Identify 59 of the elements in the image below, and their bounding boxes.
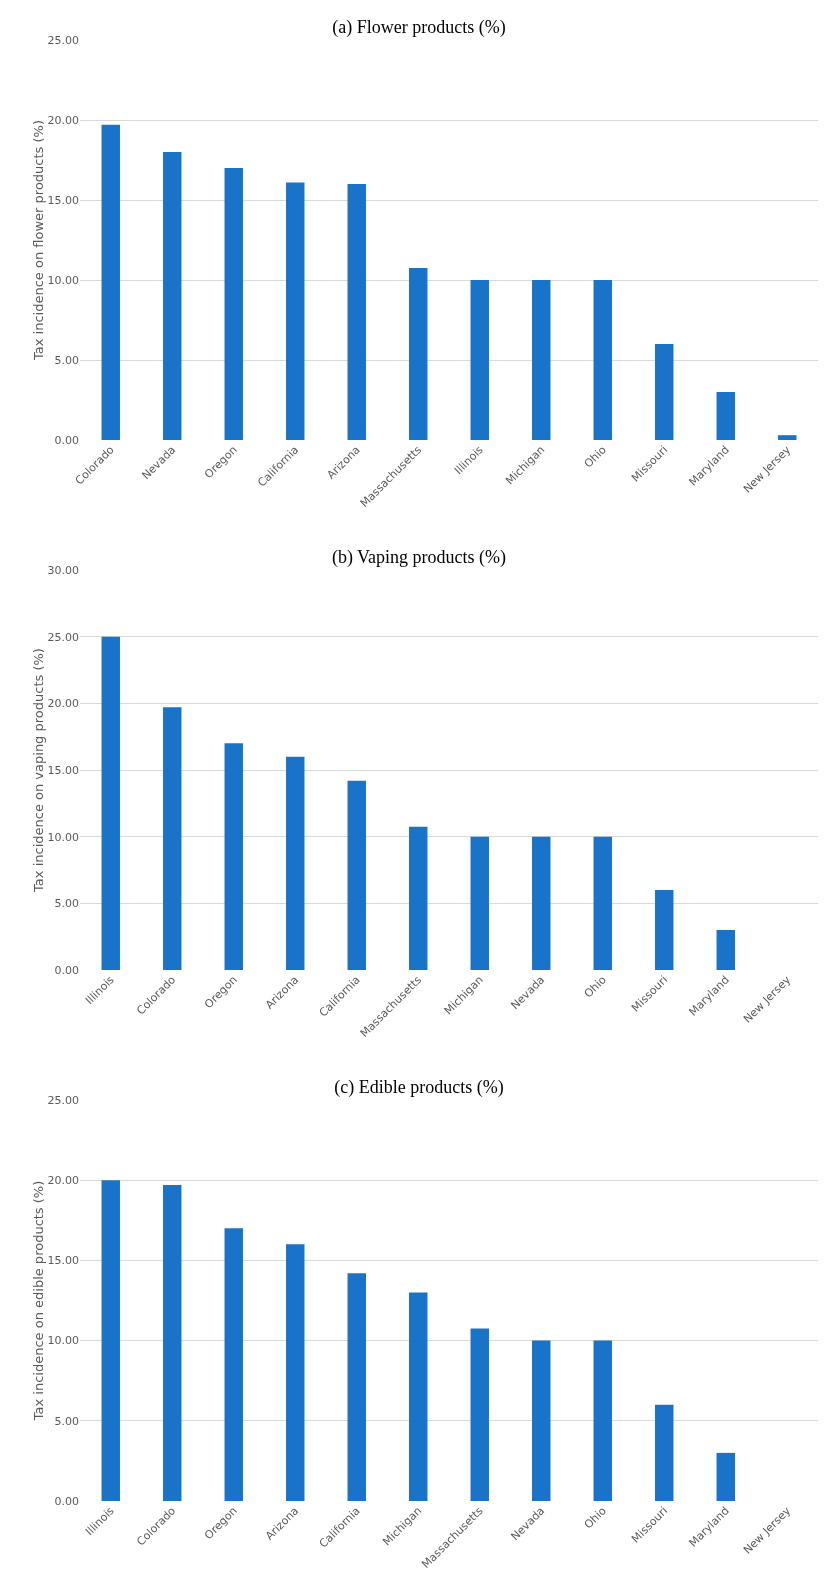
y-tick-label: 0.00 bbox=[54, 963, 79, 977]
bar bbox=[224, 168, 243, 440]
y-tick-label: 20.00 bbox=[47, 113, 79, 127]
y-tick-label: 20.00 bbox=[47, 697, 79, 711]
y-tick-label: 15.00 bbox=[47, 1254, 79, 1268]
bar bbox=[532, 1340, 551, 1501]
chart-title: (b) Vaping products (%) bbox=[331, 546, 507, 568]
bar bbox=[224, 1228, 243, 1501]
bar bbox=[593, 836, 612, 970]
bar bbox=[532, 280, 551, 440]
y-tick-label: 5.00 bbox=[54, 1414, 79, 1428]
bar bbox=[286, 182, 305, 440]
y-tick-label: 5.00 bbox=[54, 897, 79, 911]
bar bbox=[163, 707, 182, 970]
y-tick-label: 30.00 bbox=[47, 563, 79, 577]
bar bbox=[470, 1328, 489, 1501]
y-axis-title: Tax incidence on vaping products (%) bbox=[30, 648, 46, 893]
bar bbox=[286, 1244, 305, 1501]
bar bbox=[101, 1180, 120, 1501]
bar bbox=[716, 930, 735, 970]
bar bbox=[655, 1404, 674, 1501]
y-tick-label: 5.00 bbox=[54, 353, 79, 367]
y-tick-label: 10.00 bbox=[47, 273, 79, 287]
bar bbox=[286, 756, 305, 970]
bar bbox=[716, 1452, 735, 1501]
bar bbox=[593, 1340, 612, 1501]
y-tick-label: 20.00 bbox=[47, 1174, 79, 1188]
bar bbox=[409, 1292, 428, 1501]
y-axis-title: Tax incidence on flower products (%) bbox=[30, 120, 46, 361]
bar bbox=[655, 344, 674, 440]
bar bbox=[347, 780, 366, 970]
bar bbox=[532, 836, 551, 970]
y-tick-label: 25.00 bbox=[47, 33, 79, 47]
bar bbox=[470, 280, 489, 440]
bar bbox=[347, 184, 366, 440]
bar bbox=[778, 435, 797, 440]
y-tick-label: 25.00 bbox=[47, 1093, 79, 1107]
bar bbox=[224, 743, 243, 970]
bar bbox=[409, 826, 428, 970]
y-tick-label: 10.00 bbox=[47, 830, 79, 844]
y-tick-label: 10.00 bbox=[47, 1334, 79, 1348]
chart-title: (a) Flower products (%) bbox=[332, 16, 506, 38]
bar bbox=[470, 836, 489, 970]
bar bbox=[101, 124, 120, 440]
bar bbox=[163, 1185, 182, 1501]
y-axis-title: Tax incidence on edible products (%) bbox=[30, 1180, 46, 1422]
bar bbox=[593, 280, 612, 440]
y-tick-label: 15.00 bbox=[47, 193, 79, 207]
y-tick-label: 0.00 bbox=[54, 433, 79, 447]
bar bbox=[716, 392, 735, 440]
bar bbox=[655, 890, 674, 970]
chart-title: (c) Edible products (%) bbox=[334, 1076, 504, 1098]
y-tick-label: 25.00 bbox=[47, 630, 79, 644]
bar bbox=[163, 152, 182, 440]
bar bbox=[409, 268, 428, 440]
bar bbox=[347, 1273, 366, 1501]
y-tick-label: 15.00 bbox=[47, 763, 79, 777]
bar bbox=[101, 636, 120, 970]
y-tick-label: 0.00 bbox=[54, 1494, 79, 1508]
